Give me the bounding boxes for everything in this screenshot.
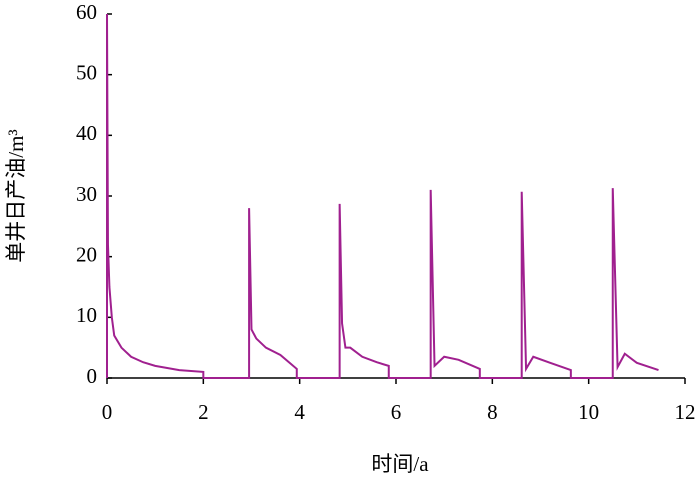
x-tick-label: 10 — [578, 400, 599, 424]
x-tick-label: 4 — [294, 400, 305, 424]
x-tick-label: 0 — [102, 400, 113, 424]
y-tick-label: 60 — [76, 0, 97, 24]
y-tick-label: 40 — [76, 121, 97, 145]
y-tick-label: 50 — [76, 60, 97, 84]
y-axis-title: 单井日产油/m³ — [4, 129, 28, 262]
y-tick-label: 30 — [76, 182, 97, 206]
x-tick-label: 12 — [675, 400, 696, 424]
y-tick-label: 10 — [76, 303, 97, 327]
x-tick-label: 6 — [391, 400, 402, 424]
x-tick-label: 2 — [198, 400, 209, 424]
x-axis-title: 时间/a — [371, 452, 429, 476]
y-tick-label: 0 — [87, 364, 98, 388]
y-tick-label: 20 — [76, 242, 97, 266]
x-tick-label: 8 — [487, 400, 498, 424]
data-line — [106, 13, 659, 379]
